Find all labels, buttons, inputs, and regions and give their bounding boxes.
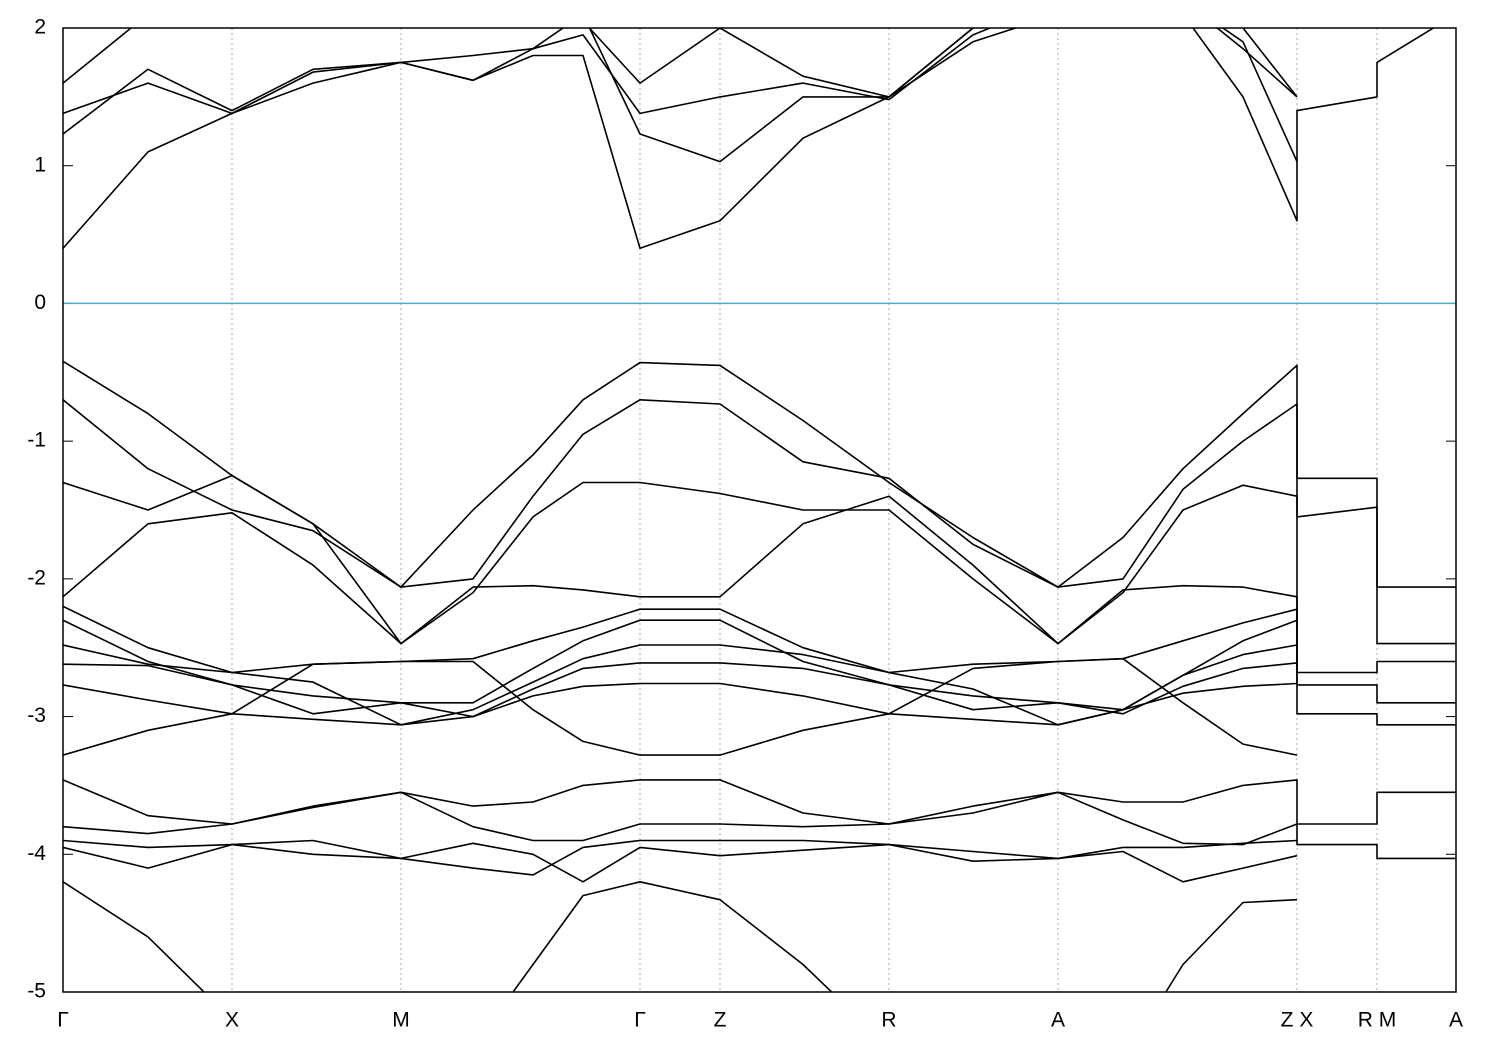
x-tick-label: A — [1051, 1009, 1065, 1032]
bands — [63, 28, 1456, 992]
band-line — [63, 28, 1298, 98]
y-tick-label: -2 — [27, 566, 46, 589]
grid — [62, 27, 1457, 993]
band-line — [63, 495, 1456, 704]
band-line — [63, 28, 1435, 250]
band-line — [63, 881, 1298, 992]
band-line — [63, 662, 1298, 718]
y-tick-label: 0 — [34, 291, 46, 314]
band-line — [63, 791, 1456, 860]
y-tick-label: 2 — [34, 16, 46, 39]
band-line — [63, 360, 1456, 588]
y-tick-label: -1 — [27, 429, 46, 452]
x-tick-label: A — [1449, 1009, 1463, 1032]
band-line — [63, 28, 1298, 163]
band-line — [63, 842, 1298, 883]
band-line — [63, 839, 1298, 876]
band-line — [63, 619, 1298, 711]
band-line — [63, 657, 1298, 756]
band-line — [63, 779, 1456, 825]
plot-frame — [62, 27, 1457, 993]
x-tick-label: R M — [1358, 1009, 1397, 1032]
band-line — [63, 399, 1456, 645]
y-tick-label: -4 — [27, 842, 46, 865]
x-tick-label: R — [881, 1009, 896, 1032]
band-line — [63, 682, 1298, 726]
x-tick-label: Γ — [57, 1009, 69, 1032]
x-tick-label: Z X — [1281, 1009, 1314, 1032]
band-line — [63, 474, 1456, 674]
x-tick-label: M — [392, 1009, 410, 1032]
x-tick-label: Γ — [634, 1009, 646, 1032]
band-line — [63, 28, 1298, 115]
band-line — [63, 644, 1298, 726]
x-tick-label: Z — [714, 1009, 727, 1032]
x-tick-label: X — [225, 1009, 239, 1032]
labels: -5 -4 -3 -2 -1 0 1 2 Γ X M Γ Z R A Z X R M A — [27, 16, 1463, 1032]
y-tick-label: -3 — [27, 704, 46, 727]
y-tick-label: -5 — [27, 980, 46, 1003]
y-tick-label: 1 — [34, 153, 46, 176]
